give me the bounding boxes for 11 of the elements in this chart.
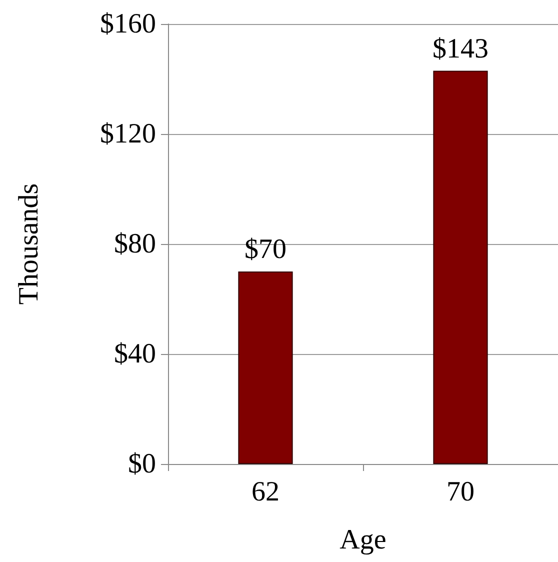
x-tick-label: 70: [446, 476, 474, 508]
x-axis-title: Age: [340, 524, 386, 556]
data-label: $143: [432, 33, 488, 64]
y-tick-label: $40: [114, 338, 156, 370]
y-tick-label: $0: [128, 448, 156, 480]
y-axis-title: Thousands: [14, 183, 44, 305]
y-tick-label: $160: [100, 8, 156, 40]
y-tick-label: $80: [114, 228, 156, 260]
x-tick-label: 62: [252, 476, 280, 508]
y-tick-label: $120: [100, 118, 156, 150]
data-label: $70: [244, 234, 286, 265]
